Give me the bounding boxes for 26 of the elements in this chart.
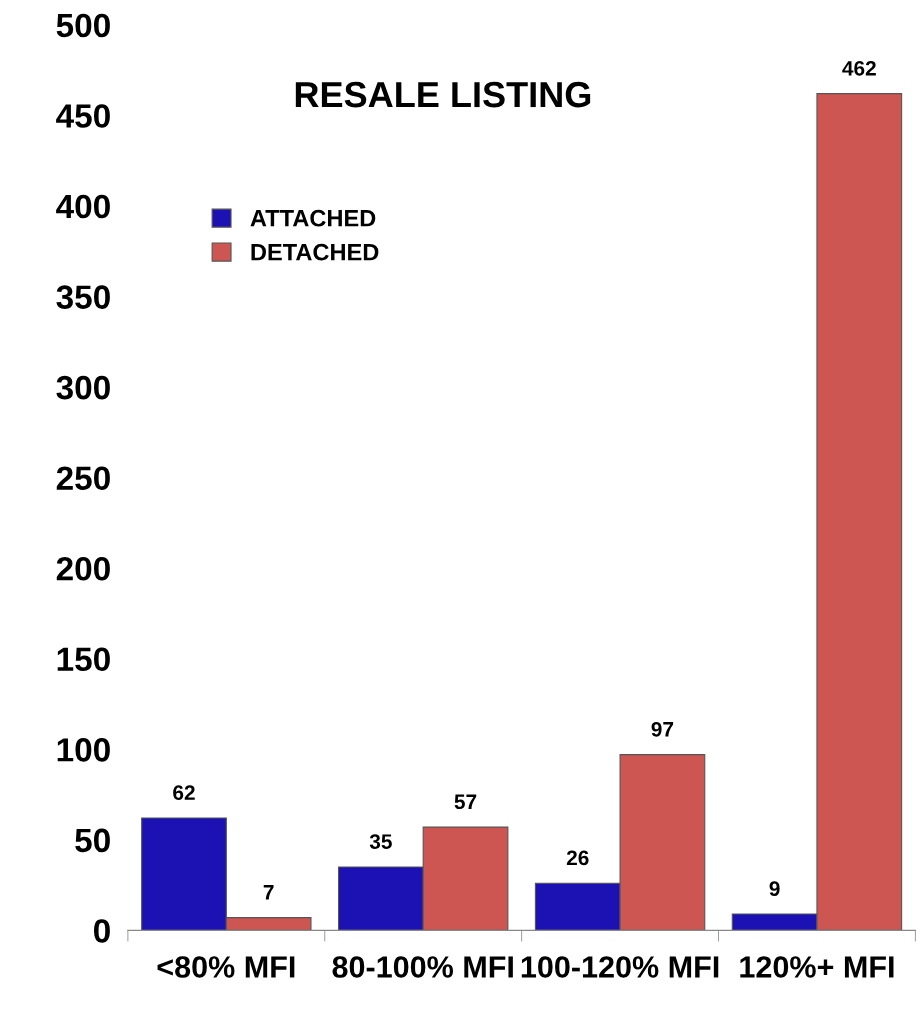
legend-label: DETACHED xyxy=(251,243,379,261)
y-tick-label: 500 xyxy=(56,13,110,38)
y-tick-label: 150 xyxy=(57,647,110,672)
y-tick-label: 0 xyxy=(93,919,110,943)
x-tick-label: <80% MFI xyxy=(157,956,295,978)
text: RESALE LISTING xyxy=(295,81,591,108)
legend-label: ATTACHED xyxy=(250,209,376,227)
y-tick-label: 250 xyxy=(56,466,110,490)
data-label: 35 xyxy=(369,834,392,849)
x-tick-label: 100-120% MFI xyxy=(521,956,719,978)
y-tick-label: 100 xyxy=(57,738,110,762)
x-tick-label: 80-100% MFI xyxy=(332,956,513,978)
data-label: 9 xyxy=(769,881,780,897)
x-tick-label: 120%+ MFI xyxy=(740,956,894,978)
data-label: 97 xyxy=(651,721,674,737)
data-label: 62 xyxy=(173,785,195,801)
data-label: 7 xyxy=(263,885,274,900)
y-tick-label: 300 xyxy=(56,375,110,400)
data-label: 57 xyxy=(454,794,477,810)
y-tick-label: 50 xyxy=(75,828,110,853)
y-tick-label: 450 xyxy=(56,104,110,128)
data-label: 26 xyxy=(566,850,589,866)
data-label: 462 xyxy=(842,60,876,76)
y-tick-label: 200 xyxy=(56,556,110,581)
y-tick-label: 400 xyxy=(56,194,110,219)
y-tick-label: 350 xyxy=(56,285,110,309)
